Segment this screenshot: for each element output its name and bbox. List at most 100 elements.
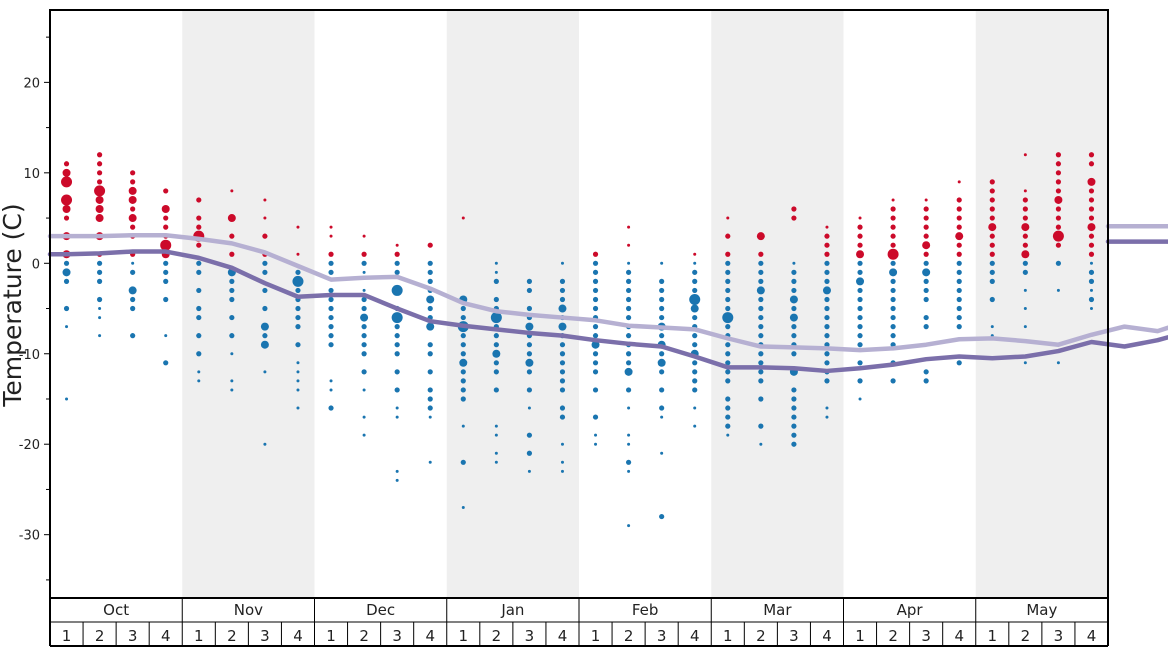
cold-data-point [592, 351, 599, 357]
warm-data-point [824, 251, 830, 257]
cold-data-point [592, 269, 599, 275]
cold-data-point [756, 286, 765, 295]
warm-data-point [161, 205, 170, 214]
cold-data-point [328, 260, 334, 266]
cold-data-point [758, 260, 764, 266]
warm-data-point [1055, 215, 1062, 221]
warm-data-point [1052, 230, 1064, 242]
cold-data-point [625, 314, 632, 321]
cold-data-point [96, 278, 103, 284]
cold-data-point [492, 349, 501, 358]
cold-data-point [725, 287, 731, 294]
warm-data-point [1055, 152, 1062, 158]
warm-data-point [1055, 206, 1062, 212]
cold-data-point [625, 296, 632, 303]
cold-data-point [659, 314, 665, 321]
cold-data-point [758, 351, 764, 357]
cold-data-point [725, 396, 731, 402]
warm-data-point [95, 214, 104, 223]
warm-data-point [726, 216, 730, 220]
cold-data-point [692, 287, 698, 294]
cold-data-point [725, 260, 731, 266]
cold-data-point [824, 342, 830, 348]
cold-data-point [494, 261, 498, 265]
month-label: Dec [366, 601, 395, 619]
warm-data-point [856, 250, 865, 259]
cold-data-point [196, 351, 202, 357]
cold-data-point [890, 305, 896, 312]
warm-data-point [890, 224, 896, 230]
cold-data-point [262, 305, 268, 312]
week-label: 3 [1054, 627, 1064, 645]
cold-data-point [692, 333, 698, 339]
cold-data-point [791, 287, 797, 294]
cold-data-point [362, 433, 366, 437]
cold-data-point [262, 269, 268, 275]
cold-data-point [262, 333, 268, 339]
warm-data-point [1088, 152, 1095, 158]
cold-data-point [758, 333, 764, 339]
cold-data-point [592, 369, 599, 375]
cold-data-point [65, 397, 69, 401]
cold-data-point [789, 313, 798, 322]
cold-data-point [427, 387, 433, 393]
cold-data-point [722, 312, 734, 324]
week-label: 1 [855, 627, 865, 645]
cold-data-point [1089, 307, 1093, 311]
cold-data-point [1088, 269, 1095, 275]
warm-data-point [824, 233, 830, 239]
cold-data-point [824, 324, 830, 330]
warm-data-point [1023, 189, 1027, 193]
cold-data-point [63, 278, 70, 284]
cold-data-point [494, 424, 498, 428]
warm-data-point [1088, 197, 1095, 203]
cold-data-point [328, 287, 334, 294]
cold-data-point [494, 451, 498, 455]
cold-data-point [726, 433, 730, 437]
cold-data-point [63, 260, 70, 266]
cold-data-point [989, 260, 995, 266]
cold-data-point [362, 415, 366, 419]
cold-data-point [460, 459, 466, 465]
cold-data-point [493, 296, 499, 303]
cold-data-point [592, 278, 599, 284]
cold-data-point [791, 351, 797, 357]
cold-data-point [692, 369, 698, 375]
cold-data-point [427, 260, 433, 266]
cold-data-point [824, 278, 830, 284]
warm-data-point [956, 224, 962, 230]
warm-data-point [1022, 206, 1028, 212]
cold-data-point [690, 304, 699, 313]
week-label: 3 [128, 627, 138, 645]
cold-data-point [296, 406, 300, 410]
warm-data-point [1088, 215, 1095, 221]
cold-data-point [923, 378, 929, 384]
warm-data-point [96, 161, 103, 167]
cold-data-point [725, 278, 731, 284]
cold-data-point [329, 379, 333, 383]
warm-data-point [230, 189, 234, 193]
warm-data-point [756, 232, 765, 241]
y-tick-label: -30 [19, 529, 40, 544]
cold-data-point [890, 296, 896, 303]
cold-data-point [493, 333, 499, 339]
cold-data-point [592, 360, 599, 366]
warm-data-point [427, 242, 433, 248]
cold-data-point [956, 305, 962, 312]
month-band [975, 10, 1108, 598]
warm-data-point [989, 215, 995, 221]
cold-data-point [427, 342, 433, 348]
cold-data-point [1023, 325, 1027, 329]
cold-data-point [527, 469, 531, 473]
cold-data-point [394, 324, 400, 330]
cold-data-point [262, 287, 268, 294]
cold-data-point [459, 358, 468, 367]
warm-data-point [329, 225, 333, 229]
month-label: Nov [234, 601, 263, 619]
cold-data-point [428, 415, 432, 419]
warm-data-point [96, 170, 103, 176]
warm-data-point [130, 224, 136, 230]
warm-data-point [394, 251, 400, 257]
cold-data-point [230, 379, 234, 383]
